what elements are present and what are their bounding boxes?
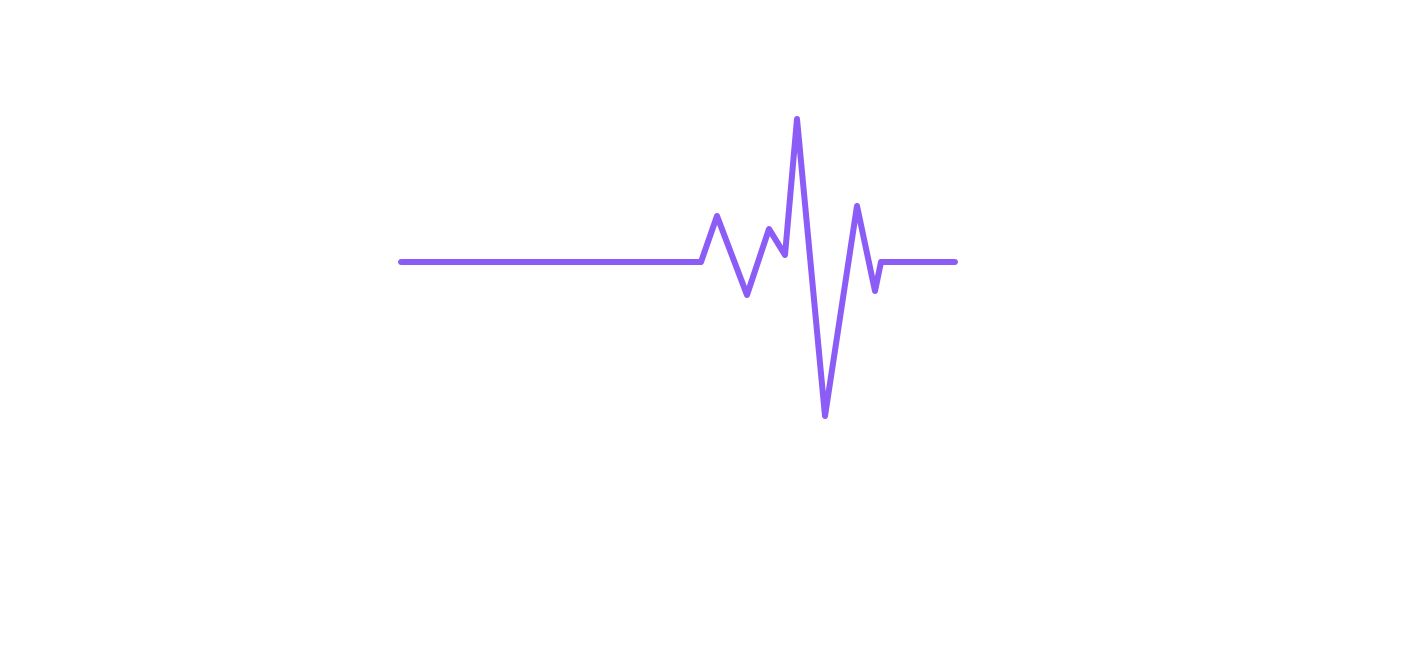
- pulse-waveform-line: [398, 116, 958, 419]
